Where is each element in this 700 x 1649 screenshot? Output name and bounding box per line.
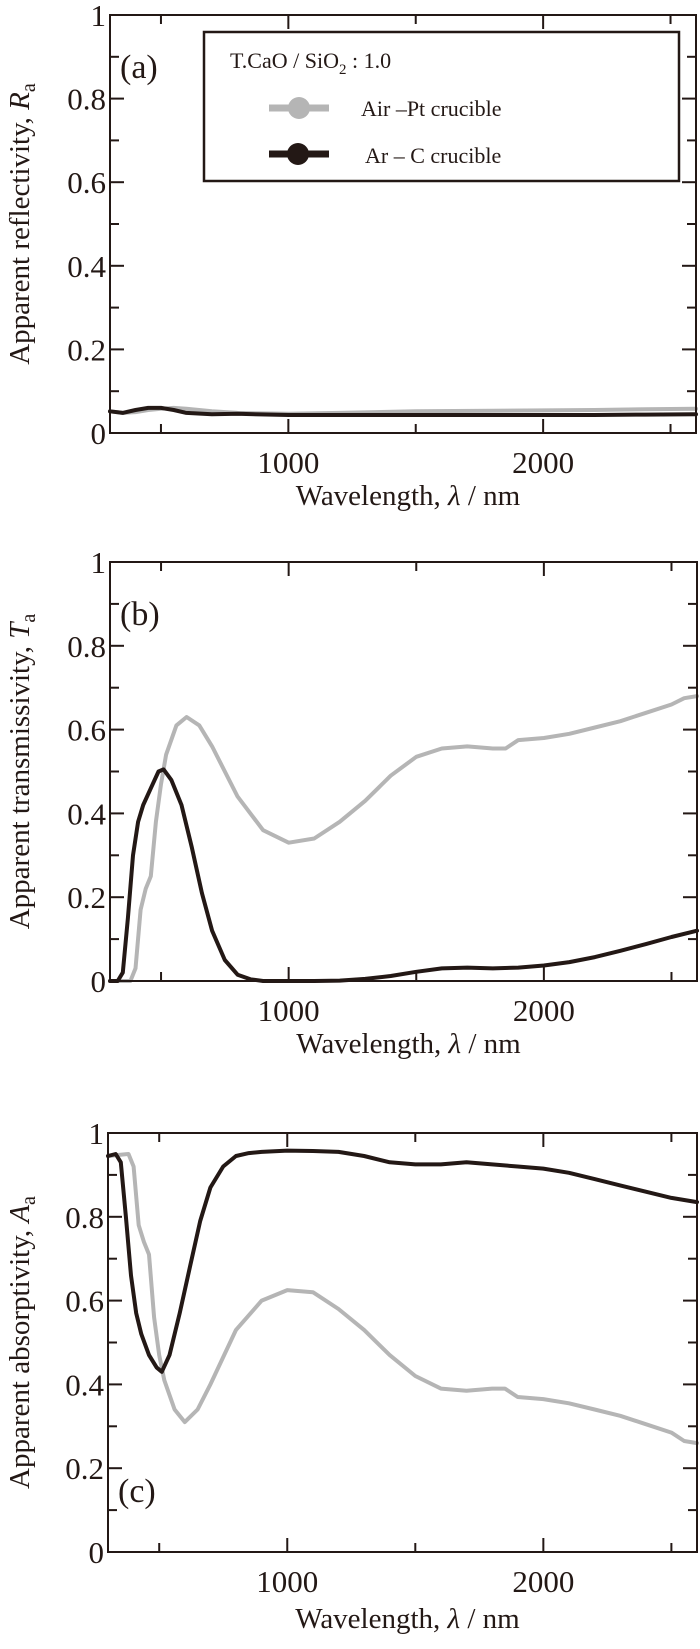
y-axis-title: Apparent reflectivity, Ra bbox=[4, 83, 40, 365]
panel-label: (c) bbox=[118, 1473, 156, 1510]
x-axis-title-unit: / nm bbox=[461, 1028, 521, 1060]
panel-label: (b) bbox=[120, 596, 160, 633]
x-axis-title: Wavelength, λ / nm bbox=[296, 480, 521, 512]
y-axis-title: Apparent transmissivity, Ta bbox=[4, 614, 40, 930]
y-tick-label: 0.2 bbox=[67, 880, 106, 915]
y-tick-label: 0.4 bbox=[67, 249, 106, 284]
x-axis-title-text: Wavelength, bbox=[296, 1028, 448, 1060]
y-axis-title-subscript: a bbox=[18, 83, 40, 92]
y-axis-title-text: Apparent reflectivity, bbox=[4, 110, 36, 365]
y-tick-label: 0.2 bbox=[67, 332, 106, 367]
y-tick-label: 0.8 bbox=[65, 1200, 104, 1235]
y-tick-label: 0.6 bbox=[67, 713, 106, 748]
legend-label-air-pt: Air –Pt crucible bbox=[361, 96, 502, 121]
y-tick-label: 0 bbox=[89, 1535, 105, 1570]
x-axis-title-text: Wavelength, bbox=[296, 480, 448, 512]
y-axis-title-subscript: a bbox=[18, 614, 40, 623]
legend-entry-ar-c: Ar – C crucible bbox=[269, 143, 501, 168]
series-line-air-pt bbox=[108, 694, 699, 983]
y-tick-label: 0 bbox=[91, 416, 107, 451]
y-tick-label: 0.8 bbox=[67, 82, 106, 117]
y-tick-label: 0 bbox=[91, 964, 107, 999]
x-axis-title: Wavelength, λ / nm bbox=[295, 1603, 520, 1635]
y-tick-label: 0.6 bbox=[65, 1284, 104, 1319]
y-tick-label: 0.8 bbox=[67, 629, 106, 664]
x-axis-title-text: Wavelength, bbox=[295, 1603, 447, 1635]
x-tick-label: 2000 bbox=[512, 445, 574, 480]
y-tick-label: 0.2 bbox=[65, 1451, 104, 1486]
series-line-ar-c bbox=[108, 405, 698, 417]
y-tick-label: 0.4 bbox=[67, 796, 106, 831]
legend-entry-air-pt: Air –Pt crucible bbox=[269, 96, 502, 121]
panel-label: (a) bbox=[120, 49, 158, 86]
legend-marker-air-pt bbox=[288, 97, 310, 119]
y-tick-label: 1 bbox=[91, 545, 107, 580]
x-axis-title-unit: / nm bbox=[460, 1603, 520, 1635]
panel-c: 0 0.2 0.4 0.6 0.8 1 1000 2000 Wavelength, λ / nm… bbox=[4, 1116, 699, 1635]
x-tick-label: 1000 bbox=[258, 993, 320, 1028]
y-tick-label: 0.6 bbox=[67, 165, 106, 200]
x-axis-title-symbol: λ bbox=[447, 480, 461, 512]
y-axis-title-symbol: R bbox=[4, 92, 36, 111]
legend-label-ar-c: Ar – C crucible bbox=[365, 143, 501, 168]
legend-title: T.CaO / SiO2 : 1.0 bbox=[230, 48, 391, 78]
series-line-ar-c bbox=[106, 1148, 699, 1374]
x-tick-label: 2000 bbox=[512, 1564, 574, 1599]
y-tick-label: 1 bbox=[89, 1116, 105, 1151]
y-axis-title-symbol: T bbox=[4, 621, 36, 639]
plot-frame bbox=[109, 561, 698, 982]
y-tick-label: 1 bbox=[91, 0, 107, 33]
x-axis-title-symbol: λ bbox=[448, 1028, 462, 1060]
series-line-ar-c bbox=[108, 767, 699, 983]
plot-frame bbox=[107, 1132, 698, 1553]
y-axis-title-text: Apparent absorptivity, bbox=[4, 1223, 36, 1489]
y-axis-title-text: Apparent transmissivity, bbox=[4, 639, 36, 930]
legend-title-subscript: 2 bbox=[339, 62, 347, 78]
legend-marker-ar-c bbox=[287, 143, 309, 165]
x-tick-label: 1000 bbox=[257, 445, 319, 480]
x-axis-title: Wavelength, λ / nm bbox=[296, 1028, 521, 1060]
x-tick-label: 2000 bbox=[513, 993, 575, 1028]
y-axis-title-subscript: a bbox=[18, 1196, 40, 1205]
legend: T.CaO / SiO2 : 1.0 Air –Pt crucible Ar –… bbox=[202, 30, 681, 183]
y-tick-label: 0.4 bbox=[65, 1367, 104, 1402]
y-axis-title-symbol: A bbox=[4, 1205, 36, 1225]
y-axis-title: Apparent absorptivity, Aa bbox=[4, 1196, 40, 1489]
x-axis-title-unit: / nm bbox=[461, 480, 521, 512]
series-line-air-pt bbox=[106, 1152, 699, 1446]
x-tick-label: 1000 bbox=[256, 1564, 318, 1599]
x-axis-title-symbol: λ bbox=[447, 1603, 461, 1635]
